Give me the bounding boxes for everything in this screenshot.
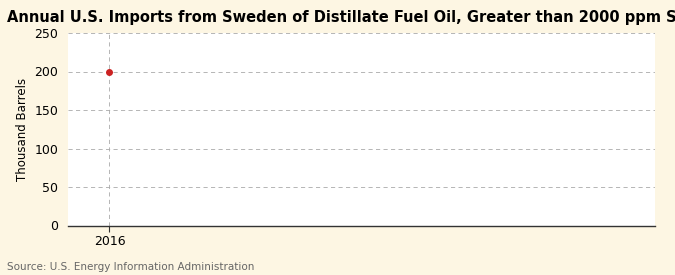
Title: Annual U.S. Imports from Sweden of Distillate Fuel Oil, Greater than 2000 ppm Su: Annual U.S. Imports from Sweden of Disti… [7,10,675,25]
Y-axis label: Thousand Barrels: Thousand Barrels [16,78,29,181]
Text: Source: U.S. Energy Information Administration: Source: U.S. Energy Information Administ… [7,262,254,272]
